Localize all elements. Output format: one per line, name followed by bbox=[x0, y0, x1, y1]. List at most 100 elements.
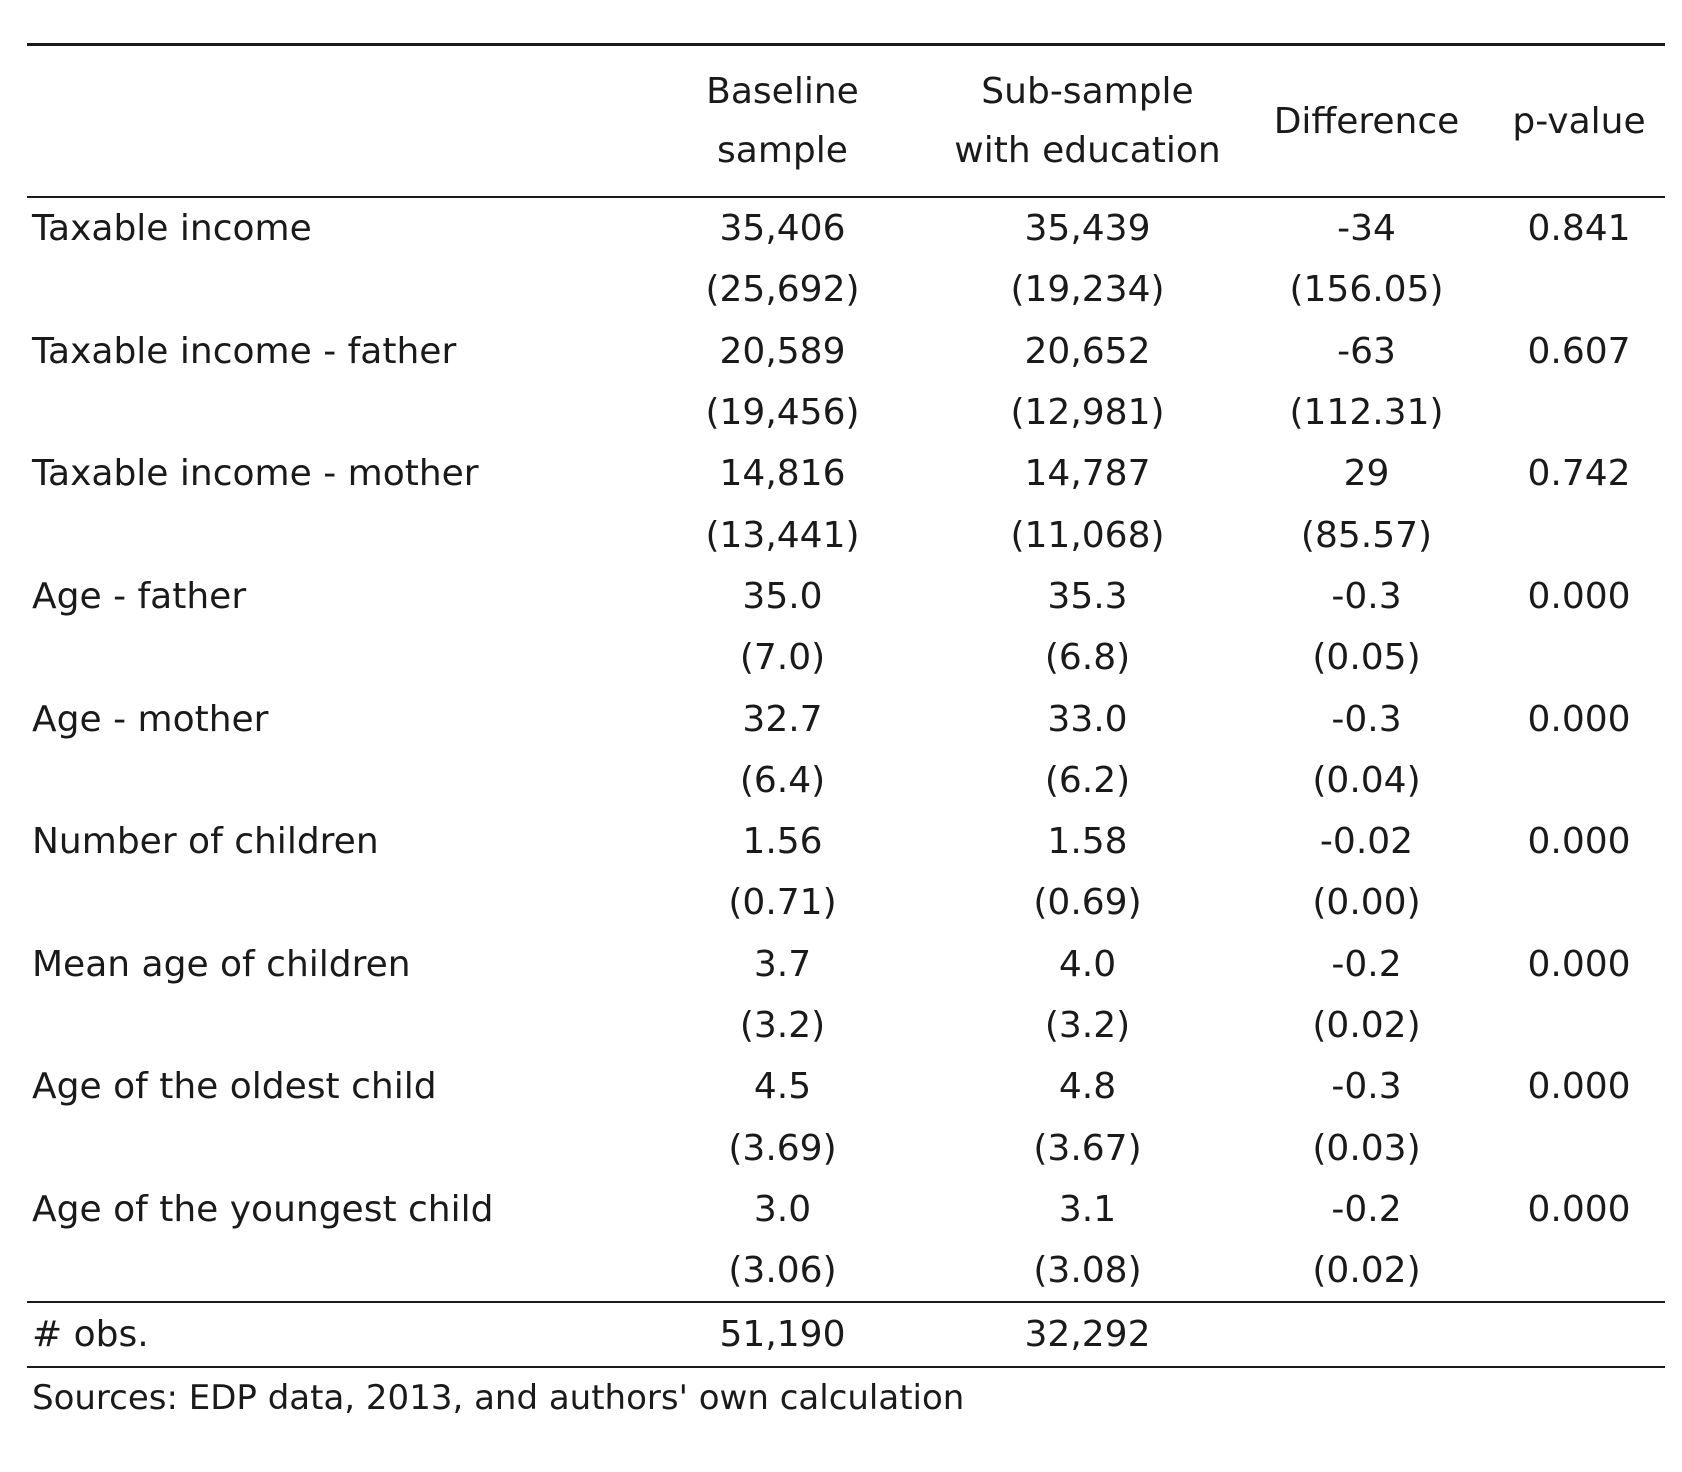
obs-difference-empty bbox=[1240, 1303, 1493, 1366]
baseline-se: (3.69) bbox=[728, 1127, 837, 1169]
table-row-se: (7.0) (6.8) (0.05) bbox=[27, 627, 1665, 688]
subsample-se: (6.2) bbox=[1044, 759, 1131, 801]
table-row-se: (6.4) (6.2) (0.04) bbox=[27, 750, 1665, 811]
baseline-value: 20,589 bbox=[719, 330, 846, 372]
row-label-empty bbox=[27, 995, 630, 1056]
difference-value: -0.3 bbox=[1331, 575, 1402, 617]
subsample-se: (0.69) bbox=[1033, 882, 1142, 924]
baseline-se: (3.2) bbox=[739, 1005, 826, 1046]
baseline-value: 14,816 bbox=[719, 453, 846, 495]
row-label-empty bbox=[27, 259, 630, 320]
subsample-se: (3.08) bbox=[1033, 1250, 1142, 1292]
table-row: Age - mother 32.7 33.0 -0.3 0.000 bbox=[27, 688, 1665, 749]
difference-se: (0.02) bbox=[1312, 1250, 1421, 1292]
difference-se: (0.00) bbox=[1312, 882, 1421, 924]
header-label-cell bbox=[27, 46, 630, 196]
subsample-value: 4.8 bbox=[1058, 1066, 1117, 1108]
pvalue-empty bbox=[1493, 872, 1665, 933]
pvalue-value: 0.000 bbox=[1527, 943, 1631, 985]
subsample-se: (6.8) bbox=[1044, 637, 1131, 679]
header-pvalue: p-value bbox=[1512, 100, 1646, 142]
table-row: Number of children 1.56 1.58 -0.02 0.000 bbox=[27, 811, 1665, 872]
table-row: Taxable income 35,406 35,439 -34 0.841 bbox=[27, 198, 1665, 259]
table-row: Age of the youngest child 3.0 3.1 -0.2 0.000 bbox=[27, 1179, 1665, 1240]
table-row-se: (3.2) (3.2) (0.02) bbox=[27, 995, 1665, 1056]
pvalue-value: 0.000 bbox=[1527, 1188, 1631, 1230]
table-row: Taxable income - mother 14,816 14,787 29 0.7… bbox=[27, 443, 1665, 504]
row-label: Mean age of children bbox=[32, 943, 411, 985]
baseline-value: 35,406 bbox=[719, 208, 846, 250]
subsample-value: 4.0 bbox=[1058, 943, 1117, 985]
pvalue-value: 0.000 bbox=[1527, 1066, 1631, 1108]
table-row-se: (13,441) (11,068) (85.57) bbox=[27, 504, 1665, 565]
table-row-se: (0.71) (0.69) (0.00) bbox=[27, 872, 1665, 933]
difference-se: (0.05) bbox=[1312, 637, 1421, 679]
subsample-value: 14,787 bbox=[1024, 453, 1151, 495]
header-rule bbox=[27, 196, 1665, 198]
pvalue-empty bbox=[1493, 504, 1665, 565]
difference-value: -0.3 bbox=[1331, 698, 1402, 740]
row-label: Taxable income - mother bbox=[32, 453, 479, 495]
baseline-value: 32.7 bbox=[742, 698, 823, 740]
baseline-se: (6.4) bbox=[739, 759, 826, 801]
header-subsample-line2: with education bbox=[954, 130, 1221, 171]
pvalue-empty bbox=[1493, 995, 1665, 1056]
row-label-empty bbox=[27, 1240, 630, 1301]
subsample-value: 20,652 bbox=[1024, 330, 1151, 372]
difference-value: -0.3 bbox=[1331, 1066, 1402, 1108]
baseline-value: 35.0 bbox=[742, 575, 823, 617]
bottom-rule bbox=[27, 1366, 1665, 1369]
difference-se: (0.03) bbox=[1312, 1127, 1421, 1169]
baseline-se: (7.0) bbox=[739, 637, 826, 679]
baseline-se: (0.71) bbox=[728, 882, 837, 924]
pvalue-value: 0.000 bbox=[1527, 575, 1631, 617]
obs-label: # obs. bbox=[32, 1314, 149, 1356]
table-footer: # obs. 51,190 32,292 bbox=[27, 1303, 1665, 1366]
row-label: Number of children bbox=[32, 821, 379, 863]
obs-subsample: 32,292 bbox=[1024, 1314, 1151, 1356]
table-row-se: (3.69) (3.67) (0.03) bbox=[27, 1117, 1665, 1178]
baseline-se: (19,456) bbox=[705, 392, 860, 434]
comparison-table: Baseline sample Sub-sample with educatio… bbox=[27, 43, 1665, 1418]
pvalue-empty bbox=[1493, 750, 1665, 811]
table-row: Mean age of children 3.7 4.0 -0.2 0.000 bbox=[27, 934, 1665, 995]
header-difference: Difference bbox=[1273, 100, 1460, 142]
table-header: Baseline sample Sub-sample with educatio… bbox=[27, 46, 1665, 196]
subsample-value: 3.1 bbox=[1058, 1188, 1117, 1230]
pvalue-value: 0.000 bbox=[1527, 698, 1631, 740]
baseline-se: (25,692) bbox=[705, 269, 860, 311]
table-row-se: (3.06) (3.08) (0.02) bbox=[27, 1240, 1665, 1301]
row-label: Age of the oldest child bbox=[32, 1066, 437, 1108]
pvalue-empty bbox=[1493, 1240, 1665, 1301]
table-row-se: (25,692) (19,234) (156.05) bbox=[27, 259, 1665, 320]
obs-baseline: 51,190 bbox=[719, 1314, 846, 1356]
row-label-empty bbox=[27, 627, 630, 688]
header-baseline-line1: Baseline bbox=[706, 71, 859, 112]
obs-row: # obs. 51,190 32,292 bbox=[27, 1303, 1665, 1366]
subsample-value: 33.0 bbox=[1047, 698, 1128, 740]
header-row: Baseline sample Sub-sample with educatio… bbox=[27, 46, 1665, 196]
baseline-value: 3.7 bbox=[753, 943, 812, 985]
pvalue-value: 0.841 bbox=[1527, 208, 1631, 250]
pvalue-value: 0.000 bbox=[1527, 821, 1631, 863]
baseline-value: 3.0 bbox=[753, 1188, 812, 1230]
table-row: Age of the oldest child 4.5 4.8 -0.3 0.000 bbox=[27, 1056, 1665, 1117]
subsample-se: (3.2) bbox=[1044, 1005, 1131, 1046]
difference-se: (0.02) bbox=[1312, 1005, 1421, 1046]
pvalue-empty bbox=[1493, 1117, 1665, 1178]
row-label-empty bbox=[27, 382, 630, 443]
difference-se: (112.31) bbox=[1289, 392, 1444, 434]
pvalue-value: 0.607 bbox=[1527, 330, 1631, 372]
pvalue-value: 0.742 bbox=[1527, 453, 1631, 495]
row-label-empty bbox=[27, 750, 630, 811]
difference-value: -63 bbox=[1337, 330, 1396, 372]
table-row-se: (19,456) (12,981) (112.31) bbox=[27, 382, 1665, 443]
difference-value: -0.2 bbox=[1331, 943, 1402, 985]
subsample-value: 35,439 bbox=[1024, 208, 1151, 250]
row-label-empty bbox=[27, 872, 630, 933]
header-subsample: Sub-sample with education bbox=[935, 46, 1240, 196]
difference-value: -0.2 bbox=[1331, 1188, 1402, 1230]
baseline-value: 1.56 bbox=[742, 821, 823, 863]
subsample-se: (3.67) bbox=[1033, 1127, 1142, 1169]
subsample-se: (12,981) bbox=[1010, 392, 1165, 434]
